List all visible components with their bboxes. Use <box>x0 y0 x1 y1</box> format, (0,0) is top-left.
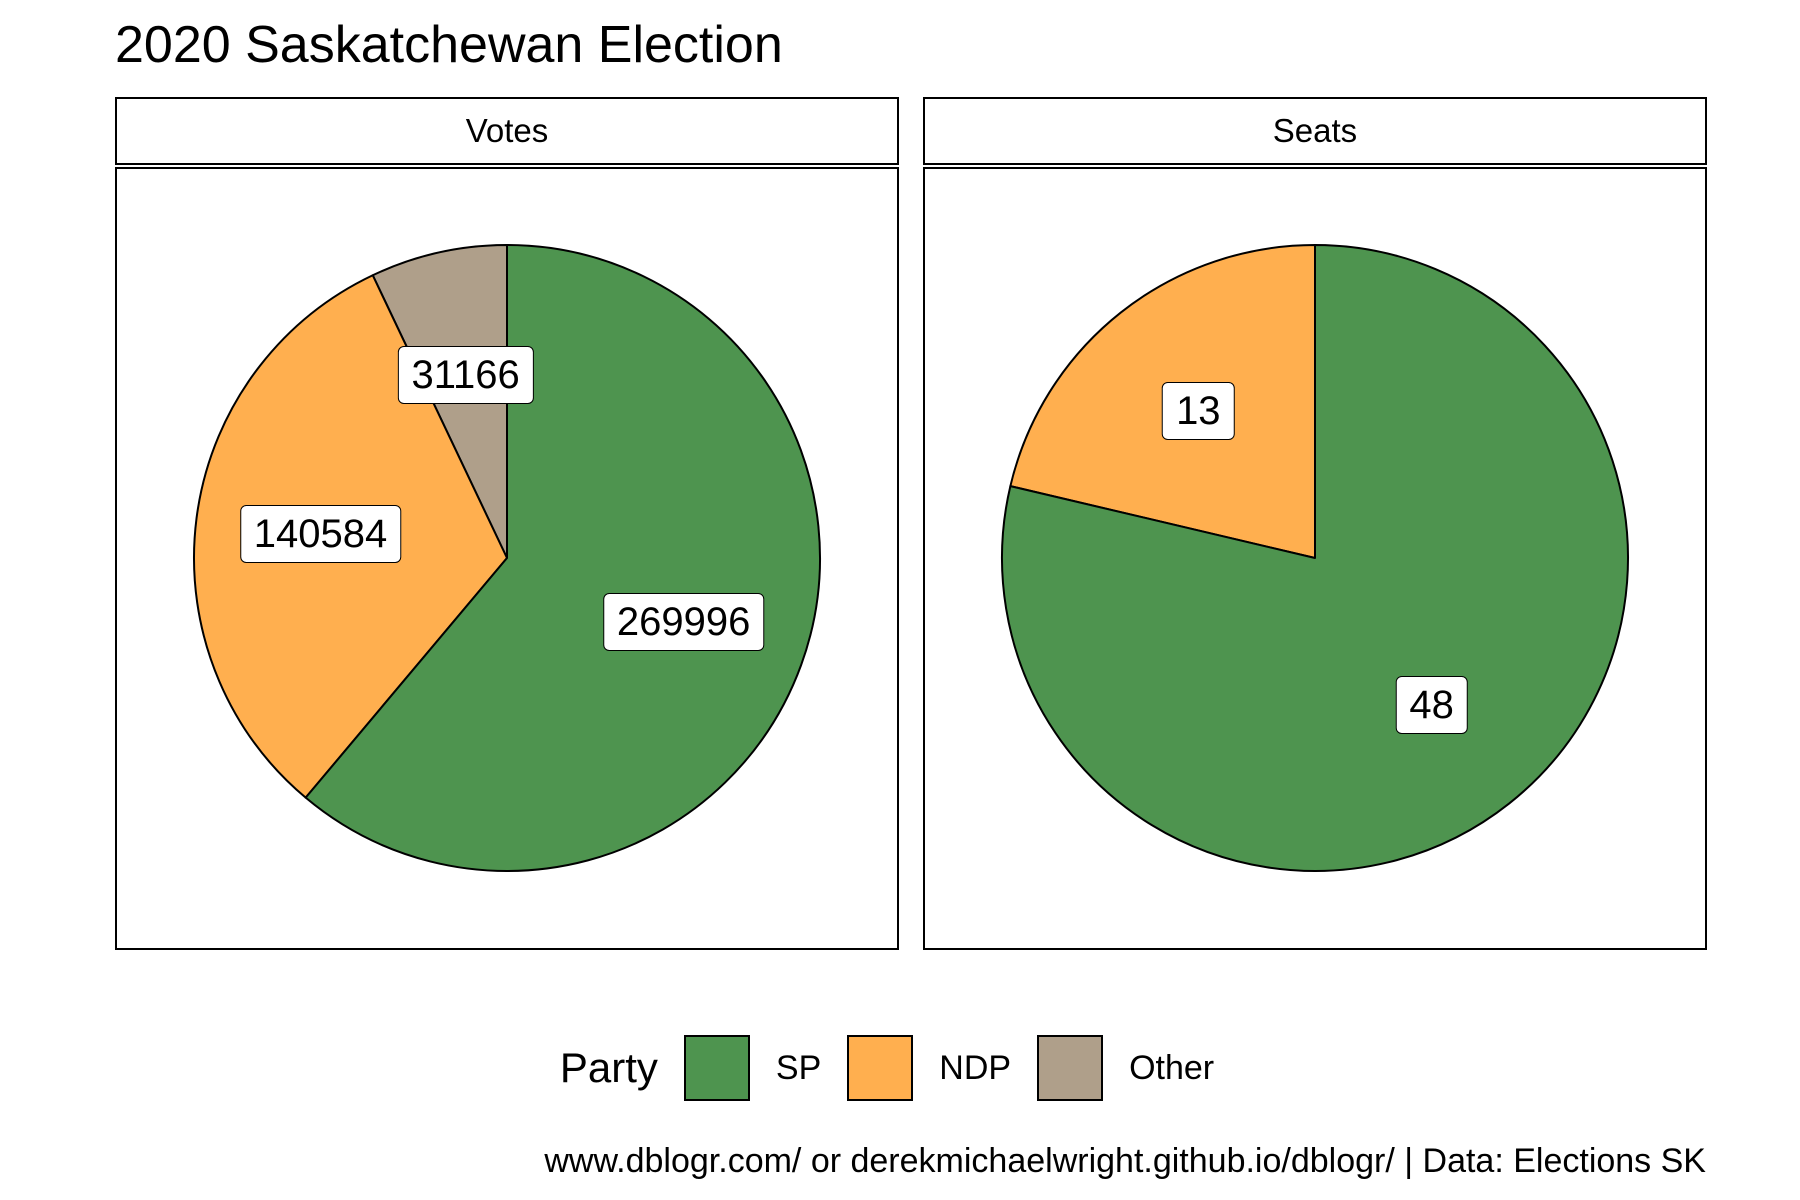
legend-label-sp: SP <box>775 1048 822 1087</box>
pie-slice-sp <box>304 244 821 872</box>
legend-title: Party <box>559 1044 658 1091</box>
votes-pie-chart <box>193 244 821 872</box>
caption: www.dblogr.com/ or derekmichaelwright.gi… <box>544 1142 1706 1180</box>
legend-key-sp <box>683 1035 750 1101</box>
legend-key-ndp <box>847 1035 914 1101</box>
facet-strip-votes: Votes <box>115 97 899 165</box>
legend-label-ndp: NDP <box>939 1048 1012 1087</box>
legend-item-other: Other <box>1037 1035 1214 1101</box>
facet-strip-seats: Seats <box>923 97 1707 165</box>
data-label-other: 31166 <box>397 345 534 404</box>
legend-label-other: Other <box>1129 1048 1215 1087</box>
seats-pie-chart <box>1001 244 1629 872</box>
page-title: 2020 Saskatchewan Election <box>115 16 783 74</box>
facet-votes: Votes 31166 140584 269996 <box>115 97 899 951</box>
data-label-sp: 269996 <box>602 593 765 652</box>
data-label-sp: 48 <box>1395 676 1468 735</box>
pie-slice-sp <box>1001 244 1629 872</box>
facet-seats: Seats 13 48 <box>923 97 1707 951</box>
data-label-ndp: 13 <box>1162 381 1235 440</box>
data-label-ndp: 140584 <box>239 505 402 564</box>
legend: Party SP NDP Other <box>0 1033 1800 1103</box>
legend-item-ndp: NDP <box>847 1035 1011 1101</box>
legend-item-sp: SP <box>683 1035 822 1101</box>
pie-panel-votes: 31166 140584 269996 <box>115 167 899 950</box>
pie-panel-seats: 13 48 <box>923 167 1707 950</box>
legend-key-other <box>1037 1035 1104 1101</box>
